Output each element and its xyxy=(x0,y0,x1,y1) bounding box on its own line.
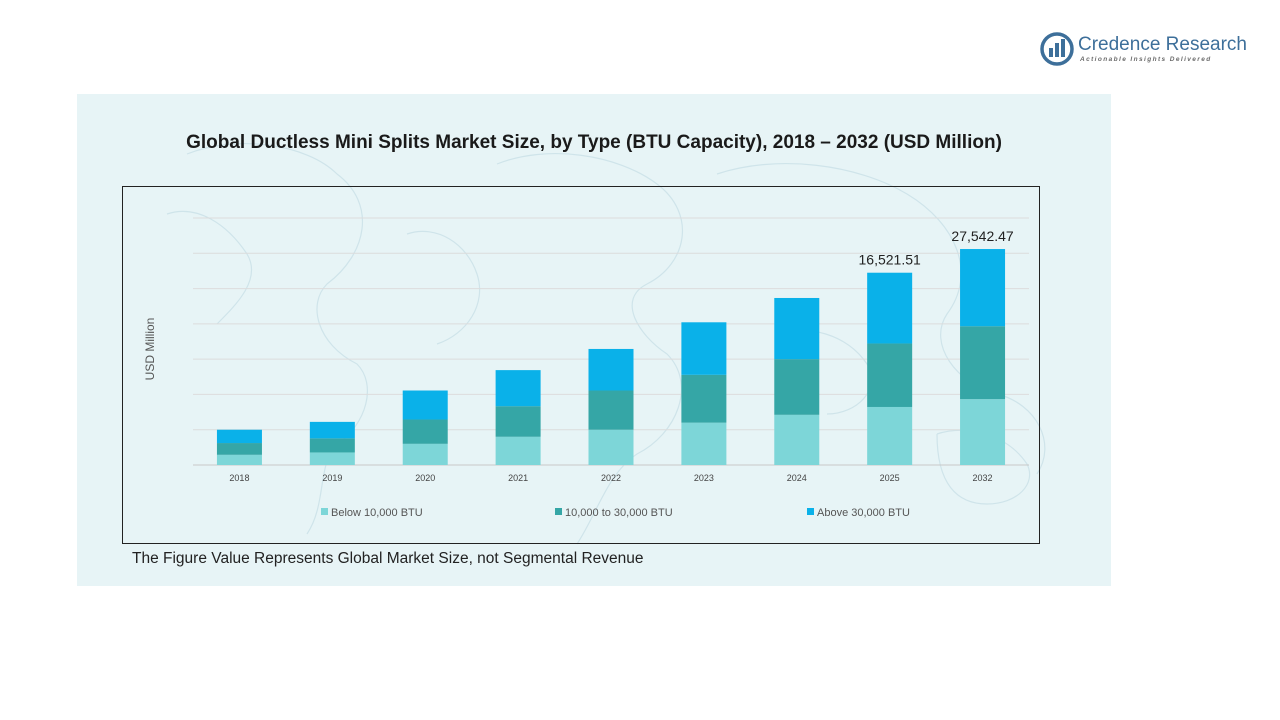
legend-item[interactable]: Below 10,000 BTU xyxy=(331,507,423,519)
x-tick-label: 2025 xyxy=(880,473,900,483)
x-tick-label: 2023 xyxy=(694,473,714,483)
bar-2020-series-2[interactable] xyxy=(402,390,448,420)
bar-2021-series-1[interactable] xyxy=(495,406,541,437)
legend: Below 10,000 BTU 10,000 to 30,000 BTU Abov… xyxy=(321,507,910,519)
bar-2025-series-0[interactable] xyxy=(867,406,913,465)
bar-2023-series-1[interactable] xyxy=(681,374,727,423)
legend-swatch xyxy=(555,508,562,515)
chart-title: Global Ductless Mini Splits Market Size,… xyxy=(186,132,1002,153)
x-tick-label: 2022 xyxy=(601,473,621,483)
data-label: 16,521.51 xyxy=(859,252,921,268)
bar-2019-series-0[interactable] xyxy=(309,452,355,465)
bar-2032-series-1[interactable] xyxy=(960,326,1006,400)
bar-2020-series-1[interactable] xyxy=(402,419,448,444)
brand-tagline: Actionable Insights Delivered xyxy=(1080,56,1212,63)
bar-2021-series-2[interactable] xyxy=(495,370,541,407)
x-tick-labels: 2018 2019 2020 2021 2022 2023 2024 2025 2032 xyxy=(229,473,992,483)
legend-item[interactable]: 10,000 to 30,000 BTU xyxy=(565,507,673,519)
y-axis-label: USD Million xyxy=(143,318,157,381)
data-labels: 16,521.51 27,542.47 xyxy=(859,228,1014,268)
legend-swatch xyxy=(807,508,814,515)
bar-2023-series-2[interactable] xyxy=(681,322,727,375)
legend-swatch xyxy=(321,508,328,515)
bar-2025-series-2[interactable] xyxy=(867,272,913,344)
brand-name: Credence Research xyxy=(1078,34,1247,55)
bar-2024-series-2[interactable] xyxy=(774,297,820,360)
bar-2019-series-2[interactable] xyxy=(309,421,355,439)
chart-panel xyxy=(77,94,1111,586)
stacked-bar-chart: 2018 2019 2020 2021 2022 2023 2024 2025 2032 16,… xyxy=(143,217,1029,519)
x-tick-label: 2032 xyxy=(973,473,993,483)
bar-2032-series-2[interactable] xyxy=(960,249,1006,327)
bar-2023-series-0[interactable] xyxy=(681,422,727,465)
bar-2022-series-0[interactable] xyxy=(588,429,634,465)
bar-2022-series-1[interactable] xyxy=(588,390,634,430)
bar-2020-series-0[interactable] xyxy=(402,443,448,465)
data-label: 27,542.47 xyxy=(951,228,1013,244)
chart-area: 2018 2019 2020 2021 2022 2023 2024 2025 2032 16,… xyxy=(122,186,1040,544)
bar-2018-series-1[interactable] xyxy=(216,443,262,455)
x-tick-label: 2021 xyxy=(508,473,528,483)
bars xyxy=(216,249,1006,465)
bar-2019-series-1[interactable] xyxy=(309,438,355,453)
x-tick-label: 2018 xyxy=(229,473,249,483)
bar-2032-series-0[interactable] xyxy=(960,399,1006,465)
brand-logo[interactable]: Credence Research Actionable Insights De… xyxy=(1040,30,1260,70)
bar-2021-series-0[interactable] xyxy=(495,436,541,465)
bar-2018-series-0[interactable] xyxy=(216,454,262,465)
legend-item[interactable]: Above 30,000 BTU xyxy=(817,507,910,519)
bar-2022-series-2[interactable] xyxy=(588,348,634,391)
x-tick-label: 2024 xyxy=(787,473,807,483)
bar-2024-series-0[interactable] xyxy=(774,414,820,465)
bar-2018-series-2[interactable] xyxy=(216,429,262,444)
credence-logo-icon xyxy=(1040,32,1074,66)
x-tick-label: 2019 xyxy=(322,473,342,483)
bar-2024-series-1[interactable] xyxy=(774,359,820,415)
x-tick-label: 2020 xyxy=(415,473,435,483)
bar-2025-series-1[interactable] xyxy=(867,343,913,407)
footnote: The Figure Value Represents Global Marke… xyxy=(132,550,644,567)
